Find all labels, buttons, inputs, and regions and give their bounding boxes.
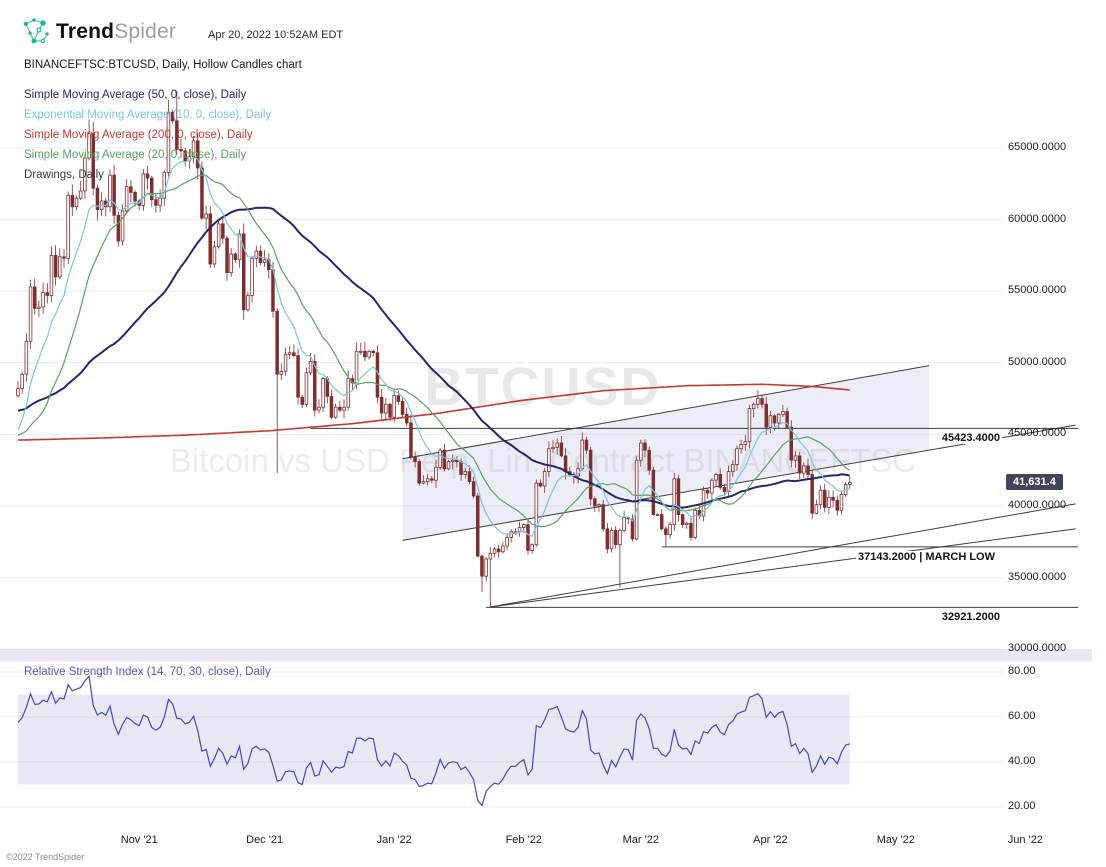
rsi-axis-label[interactable]: 40.00 <box>1008 755 1036 767</box>
copyright-text: ©2022 TrendSpider <box>6 852 85 862</box>
brand-wordmark[interactable]: TrendSpider <box>56 20 176 44</box>
price-axis-label[interactable]: 65000.0000 <box>1008 141 1067 153</box>
price-axis-label[interactable]: 50000.0000 <box>1008 355 1067 368</box>
chart-timestamp: Apr 20, 2022 10:52AM EDT <box>208 29 344 41</box>
month-axis-label[interactable]: Dec '21 <box>246 834 284 846</box>
indicator-label[interactable]: Simple Moving Average (20, 0, close), Da… <box>24 149 247 161</box>
rsi-axis-label[interactable]: 60.00 <box>1008 710 1036 722</box>
indicator-labels: Simple Moving Average (50, 0, close), Da… <box>24 85 271 185</box>
month-axis-label[interactable]: Mar '22 <box>622 834 659 846</box>
chart-title: BINANCEFTSC:BTCUSD, Daily, Hollow Candle… <box>24 59 302 71</box>
price-axis-label[interactable]: 35000.0000 <box>1008 570 1067 583</box>
price-axis-label[interactable]: 40000.0000 <box>1008 499 1067 511</box>
rsi-axis-label[interactable]: 80.00 <box>1008 665 1036 677</box>
price-axis-label[interactable]: 60000.0000 <box>1008 212 1067 225</box>
month-axis-label[interactable]: Feb '22 <box>505 834 542 846</box>
price-axis-label[interactable]: 55000.0000 <box>1008 284 1067 297</box>
indicator-label[interactable]: Exponential Moving Average (10, 0, close… <box>24 109 272 121</box>
indicator-label[interactable]: Simple Moving Average (200, 0, close), D… <box>24 129 253 141</box>
brand-trend: Trend <box>56 20 115 43</box>
price-axis-label[interactable]: 30000.0000 <box>1008 642 1067 655</box>
hline-label-45423[interactable]: 45423.4000 <box>939 432 1002 444</box>
indicator-label[interactable]: Simple Moving Average (50, 0, close), Da… <box>24 89 247 101</box>
rsi-indicator-label[interactable]: Relative Strength Index (14, 70, 30, clo… <box>24 666 271 678</box>
month-axis-label[interactable]: Jun '22 <box>1007 834 1043 846</box>
hline-label-32921[interactable]: 32921.2000 <box>939 611 1002 623</box>
month-axis-label[interactable]: May '22 <box>876 834 915 846</box>
month-axis-label[interactable]: Apr '22 <box>753 834 788 846</box>
month-axis-label[interactable]: Jan '22 <box>376 834 412 846</box>
price-axis-label[interactable]: 45000.0000 <box>1008 427 1067 440</box>
trendspider-logo-icon[interactable] <box>20 16 52 48</box>
hline-label-march-low[interactable]: 37143.2000 | MARCH LOW <box>856 551 997 563</box>
rsi-axis-label[interactable]: 20.00 <box>1008 800 1036 812</box>
month-axis-label[interactable]: Nov '21 <box>120 834 158 846</box>
brand-spider: Spider <box>114 20 177 43</box>
indicator-label[interactable]: Drawings, Daily <box>24 169 104 181</box>
last-price-badge: 41,631.4 <box>1006 474 1063 490</box>
